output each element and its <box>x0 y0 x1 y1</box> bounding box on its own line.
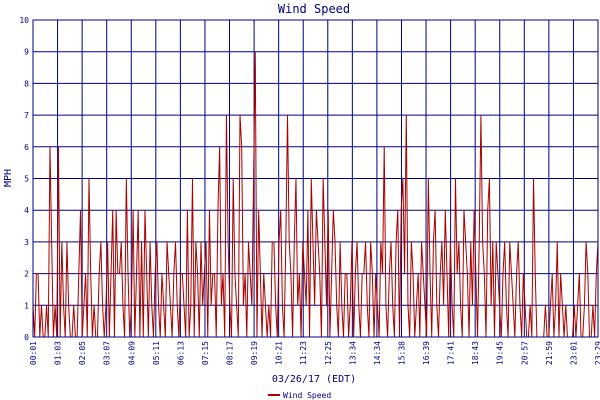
y-tick-label: 10 <box>19 16 29 25</box>
x-tick-label: 19:45 <box>496 341 505 365</box>
x-tick-label: 15:38 <box>397 341 406 365</box>
x-tick-label: 00:01 <box>29 341 38 365</box>
y-tick-label: 8 <box>24 79 29 88</box>
x-tick-label: 20:57 <box>520 341 529 365</box>
x-tick-label: 02:05 <box>78 341 87 365</box>
y-tick-label: 3 <box>24 238 29 247</box>
x-tick-label: 11:23 <box>299 341 308 365</box>
y-tick-label: 9 <box>24 48 29 57</box>
x-tick-label: 21:59 <box>545 341 554 365</box>
x-tick-label: 14:34 <box>373 341 382 365</box>
chart-title: Wind Speed <box>278 2 350 16</box>
x-tick-label: 06:13 <box>176 341 185 365</box>
y-tick-label: 5 <box>24 175 29 184</box>
x-tick-label: 08:17 <box>226 341 235 365</box>
legend: Wind Speed <box>268 391 331 400</box>
x-tick-label: 17:41 <box>447 341 456 365</box>
y-axis-label: MPH <box>3 169 14 187</box>
x-tick-labels: 00:01 01:03 02:05 03:07 04:09 05:11 06:13 07:15… <box>29 341 600 365</box>
legend-label: Wind Speed <box>283 391 331 400</box>
y-tick-label: 2 <box>24 270 29 279</box>
y-tick-label: 7 <box>24 111 29 120</box>
y-tick-label: 4 <box>24 206 29 215</box>
x-tick-label: 23:01 <box>569 341 578 365</box>
x-tick-label: 07:15 <box>201 341 210 365</box>
x-tick-label: 05:11 <box>152 341 161 365</box>
x-axis-label: 03/26/17 (EDT) <box>272 374 356 385</box>
y-tick-labels: 0 1 2 3 4 5 6 7 8 9 10 <box>19 16 29 342</box>
x-tick-label: 03:07 <box>103 341 112 365</box>
x-tick-label: 04:09 <box>127 341 136 365</box>
x-tick-label: 12:25 <box>324 341 333 365</box>
x-tick-label: 10:21 <box>275 341 284 365</box>
x-tick-label: 13:34 <box>348 341 357 365</box>
x-tick-label: 09:19 <box>250 341 259 365</box>
x-tick-label: 01:03 <box>54 341 63 365</box>
series-layer <box>32 51 599 338</box>
x-tick-label: 16:39 <box>422 341 431 365</box>
x-tick-label: 23:29 <box>594 341 600 365</box>
y-tick-label: 6 <box>24 143 29 152</box>
y-tick-label: 1 <box>24 301 29 310</box>
y-tick-label: 0 <box>24 333 29 342</box>
series-line-wind-speed <box>32 51 599 338</box>
x-tick-label: 18:43 <box>471 341 480 365</box>
plot-border <box>32 19 599 338</box>
